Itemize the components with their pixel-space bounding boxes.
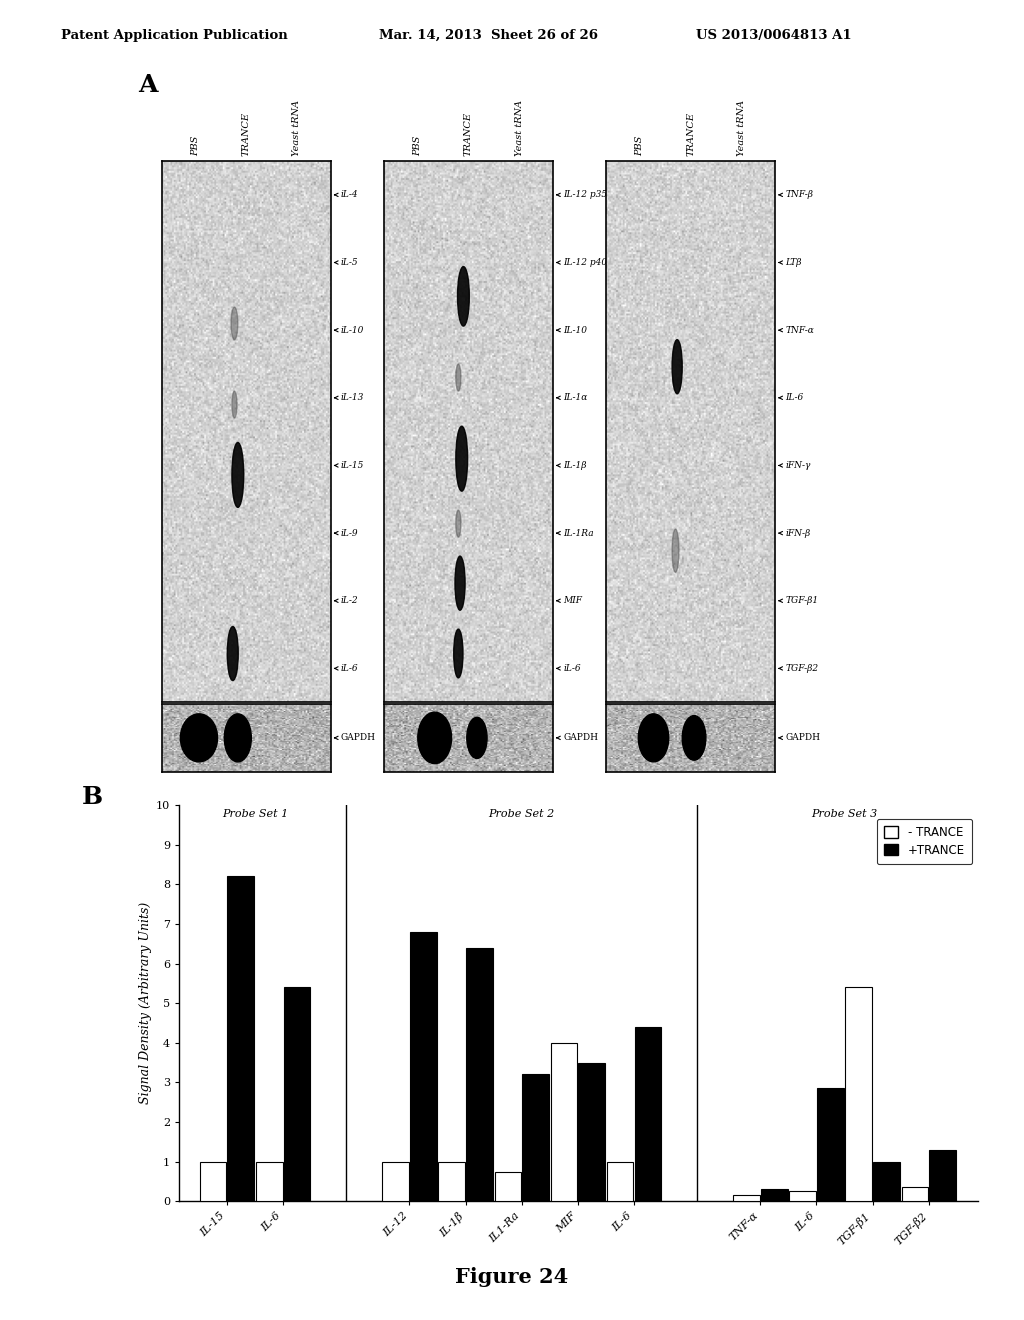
Text: PBS: PBS — [636, 136, 644, 156]
Bar — [256, 1162, 283, 1201]
Ellipse shape — [180, 714, 217, 762]
Text: TRANCE: TRANCE — [464, 112, 473, 156]
Text: PBS: PBS — [414, 136, 422, 156]
Text: Figure 24: Figure 24 — [456, 1267, 568, 1287]
Text: IL-12 p40: IL-12 p40 — [563, 257, 607, 267]
Ellipse shape — [672, 529, 679, 573]
Text: TRANCE: TRANCE — [686, 112, 695, 156]
Bar — [522, 1074, 549, 1201]
Ellipse shape — [454, 630, 463, 678]
Ellipse shape — [224, 714, 251, 762]
Bar — [227, 876, 254, 1201]
Y-axis label: Signal Density (Arbitrary Units): Signal Density (Arbitrary Units) — [139, 902, 152, 1105]
Ellipse shape — [456, 426, 468, 491]
Text: iL-6: iL-6 — [341, 664, 358, 673]
Bar — [607, 1162, 634, 1201]
Text: iFN-β: iFN-β — [785, 528, 811, 537]
Text: IL-1Ra: IL-1Ra — [563, 528, 594, 537]
Bar — [901, 1188, 929, 1201]
Ellipse shape — [231, 308, 238, 339]
Text: iL-13: iL-13 — [341, 393, 365, 403]
Ellipse shape — [458, 267, 469, 326]
Bar — [873, 1162, 900, 1201]
Text: iL-10: iL-10 — [341, 326, 365, 335]
Ellipse shape — [672, 339, 682, 393]
Text: Yeast tRNA: Yeast tRNA — [515, 99, 523, 156]
Bar — [846, 987, 872, 1201]
Ellipse shape — [638, 714, 669, 762]
Text: IL-6: IL-6 — [785, 393, 804, 403]
Legend: - TRANCE, +TRANCE: - TRANCE, +TRANCE — [878, 818, 972, 863]
Text: Yeast tRNA: Yeast tRNA — [293, 99, 301, 156]
Text: iL-15: iL-15 — [341, 461, 365, 470]
Text: TNF-β: TNF-β — [785, 190, 813, 199]
Bar — [761, 1189, 787, 1201]
Text: Mar. 14, 2013  Sheet 26 of 26: Mar. 14, 2013 Sheet 26 of 26 — [379, 29, 598, 42]
Bar — [635, 1027, 662, 1201]
Text: IL-1α: IL-1α — [563, 393, 588, 403]
Text: iL-4: iL-4 — [341, 190, 358, 199]
Bar — [930, 1150, 956, 1201]
Bar — [200, 1162, 226, 1201]
Bar — [733, 1196, 760, 1201]
Bar — [579, 1063, 605, 1201]
Text: Probe Set 2: Probe Set 2 — [488, 809, 555, 818]
Text: PBS: PBS — [191, 136, 200, 156]
Bar — [284, 987, 310, 1201]
Text: TRANCE: TRANCE — [242, 112, 251, 156]
Bar — [551, 1043, 578, 1201]
Text: GAPDH: GAPDH — [785, 734, 820, 742]
Ellipse shape — [456, 364, 461, 391]
Text: Patent Application Publication: Patent Application Publication — [61, 29, 288, 42]
Text: iL-5: iL-5 — [341, 257, 358, 267]
Text: iL-2: iL-2 — [341, 597, 358, 606]
Text: US 2013/0064813 A1: US 2013/0064813 A1 — [696, 29, 852, 42]
Text: iL-6: iL-6 — [563, 664, 581, 673]
Text: TGF-β2: TGF-β2 — [785, 664, 818, 673]
Bar — [790, 1191, 816, 1201]
Bar — [438, 1162, 465, 1201]
Bar — [495, 1172, 521, 1201]
Text: IL-12 p35: IL-12 p35 — [563, 190, 607, 199]
Bar — [382, 1162, 409, 1201]
Text: IL-10: IL-10 — [563, 326, 587, 335]
Text: GAPDH: GAPDH — [341, 734, 376, 742]
Text: LTβ: LTβ — [785, 257, 802, 267]
Ellipse shape — [467, 717, 487, 759]
Text: TGF-β1: TGF-β1 — [785, 597, 818, 606]
Bar — [817, 1088, 844, 1201]
Text: iFN-γ: iFN-γ — [785, 461, 811, 470]
Text: iL-9: iL-9 — [341, 528, 358, 537]
Ellipse shape — [418, 713, 452, 763]
Text: A: A — [138, 73, 158, 96]
Text: Probe Set 3: Probe Set 3 — [811, 809, 878, 818]
Ellipse shape — [231, 391, 237, 418]
Text: TNF-α: TNF-α — [785, 326, 814, 335]
Bar — [466, 948, 493, 1201]
Ellipse shape — [456, 510, 461, 537]
Text: Yeast tRNA: Yeast tRNA — [737, 99, 745, 156]
Text: IL-1β: IL-1β — [563, 461, 587, 470]
Bar — [410, 932, 436, 1201]
Ellipse shape — [231, 442, 244, 507]
Ellipse shape — [682, 715, 706, 760]
Text: GAPDH: GAPDH — [563, 734, 598, 742]
Text: MIF: MIF — [563, 597, 582, 606]
Text: B: B — [82, 785, 103, 809]
Ellipse shape — [455, 556, 465, 610]
Ellipse shape — [227, 627, 239, 681]
Text: Probe Set 1: Probe Set 1 — [222, 809, 288, 818]
